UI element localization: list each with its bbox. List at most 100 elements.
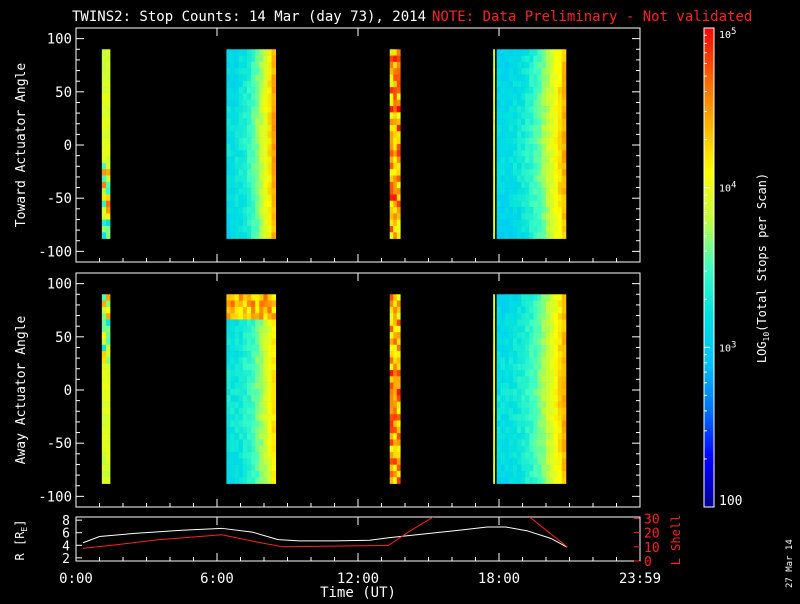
- heatmap-cell: [545, 477, 550, 484]
- heatmap-cell: [533, 433, 538, 440]
- heatmap-cell: [255, 207, 260, 214]
- heatmap-cell: [493, 156, 496, 164]
- heatmap-cell: [234, 388, 240, 396]
- heatmap-cell: [549, 232, 555, 239]
- heatmap-cell: [500, 80, 506, 88]
- heatmap-cell: [251, 131, 256, 138]
- heatmap-cell: [557, 112, 563, 119]
- heatmap-cell: [230, 407, 235, 415]
- heatmap-cell: [230, 319, 235, 327]
- heatmap-cell: [234, 80, 240, 88]
- heatmap-cell: [493, 407, 496, 415]
- heatmap-cell: [493, 477, 496, 484]
- heatmap-cell: [521, 470, 526, 478]
- heatmap-cell: [263, 370, 268, 377]
- heatmap-cell: [508, 433, 514, 440]
- heatmap-cell: [508, 99, 514, 107]
- heatmap-cell: [493, 363, 496, 371]
- heatmap-cell: [230, 357, 235, 364]
- heatmap-cell: [389, 61, 394, 69]
- heatmap-cell: [259, 363, 264, 371]
- heatmap-cell: [545, 407, 550, 415]
- heatmap-cell: [500, 376, 506, 383]
- heatmap-cell: [251, 363, 256, 371]
- heatmap-cell: [105, 213, 111, 220]
- heatmap-cell: [271, 319, 277, 327]
- heatmap-cell: [553, 106, 559, 113]
- heatmap-cell: [521, 452, 526, 459]
- heatmap-cell: [517, 156, 522, 164]
- heatmap-cell: [393, 439, 398, 447]
- heatmap-cell: [230, 401, 235, 409]
- heatmap-cell: [234, 61, 240, 69]
- orbit-lines: [82, 517, 568, 549]
- heatmap-cell: [267, 300, 272, 308]
- heatmap-cell: [521, 106, 526, 113]
- heatmap-cell: [493, 219, 496, 227]
- heatmap-cell: [561, 175, 567, 183]
- heatmap-cell: [396, 188, 401, 195]
- heatmap-cell: [234, 55, 240, 63]
- heatmap-cell: [255, 137, 260, 145]
- heatmap-cell: [267, 382, 272, 390]
- heatmap-cell: [553, 156, 559, 164]
- heatmap-cell: [553, 414, 559, 421]
- heatmap-cell: [230, 420, 235, 428]
- heatmap-cell: [557, 344, 563, 352]
- heatmap-cell: [271, 407, 277, 415]
- heatmap-cell: [557, 219, 563, 227]
- heatmap-cell: [549, 207, 555, 214]
- heatmap-cell: [517, 344, 522, 352]
- heatmap-cell: [500, 433, 506, 440]
- heatmap-cell: [508, 363, 514, 371]
- heatmap-cell: [238, 439, 244, 447]
- heatmap-cell: [396, 313, 401, 320]
- heatmap-cell: [553, 118, 559, 126]
- heatmap-cell: [496, 232, 502, 239]
- heatmap-cell: [263, 137, 268, 145]
- heatmap-cell: [541, 332, 546, 339]
- heatmap-cell: [549, 470, 555, 478]
- heatmap-cell: [549, 169, 555, 176]
- heatmap-cell: [396, 294, 401, 301]
- heatmap-cell: [557, 93, 563, 101]
- heatmap-cell: [234, 87, 240, 94]
- heatmap-cell: [267, 213, 272, 220]
- heatmap-cell: [251, 87, 256, 94]
- heatmap-cell: [267, 452, 272, 459]
- heatmap-cell: [517, 300, 522, 308]
- heatmap-cell: [533, 470, 538, 478]
- heatmap-cell: [508, 68, 514, 75]
- heatmap-cell: [263, 225, 268, 233]
- heatmap-cell: [533, 388, 538, 396]
- heatmap-cell: [561, 137, 567, 145]
- heatmap-cell: [255, 344, 260, 352]
- heatmap-cell: [493, 106, 496, 113]
- heatmap-cell: [521, 207, 526, 214]
- heatmap-cell: [561, 325, 567, 333]
- heatmap-cell: [234, 150, 240, 157]
- heatmap-cell: [242, 452, 248, 459]
- heatmap-cell: [226, 162, 231, 170]
- heatmap-cell: [267, 319, 272, 327]
- heatmap-cell: [500, 294, 506, 301]
- heatmap-cell: [271, 452, 277, 459]
- heatmap-cell: [533, 313, 538, 320]
- l-shell-line: [82, 517, 434, 549]
- heatmap-cell: [545, 181, 550, 189]
- heatmap-cell: [101, 137, 107, 145]
- heatmap-cell: [521, 162, 526, 170]
- heatmap-cell: [533, 452, 538, 459]
- heatmap-cell: [234, 395, 240, 402]
- heatmap-cell: [529, 232, 534, 239]
- heatmap-cell: [396, 162, 401, 170]
- heatmap-cell: [537, 395, 542, 402]
- heatmap-cell: [517, 112, 522, 119]
- heatmap-cell: [508, 376, 514, 383]
- heatmap-cell: [259, 306, 264, 314]
- heatmap-cell: [537, 125, 542, 132]
- heatmap-cell: [246, 87, 252, 94]
- heatmap-cell: [500, 93, 506, 101]
- heatmap-cell: [525, 420, 530, 428]
- heatmap-cell: [533, 332, 538, 339]
